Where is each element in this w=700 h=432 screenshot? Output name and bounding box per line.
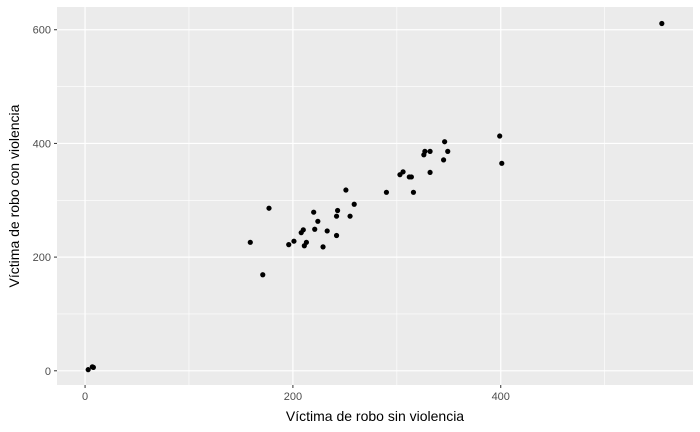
data-point — [90, 364, 96, 370]
data-point — [410, 189, 417, 195]
data-point — [499, 160, 505, 166]
data-point — [311, 209, 317, 215]
plot-panel — [57, 7, 693, 385]
data-point — [303, 239, 310, 245]
data-point — [286, 242, 292, 248]
data-point — [85, 367, 91, 373]
x-tick-label: 0 — [82, 391, 88, 403]
major-gridlines — [57, 7, 693, 385]
data-point — [300, 227, 306, 233]
data-point — [351, 201, 357, 207]
x-tick-label: 400 — [492, 391, 510, 403]
data-point — [442, 139, 448, 145]
data-point — [383, 189, 390, 195]
y-tick-label: 600 — [33, 25, 51, 37]
data-points — [85, 20, 665, 373]
x-tick-label: 200 — [284, 391, 302, 403]
minor-gridlines — [57, 7, 693, 385]
data-point — [334, 207, 341, 214]
data-point — [247, 239, 253, 245]
data-point — [427, 148, 433, 154]
data-point — [291, 238, 297, 244]
data-point — [440, 157, 447, 163]
data-point — [347, 213, 353, 219]
data-point — [333, 213, 340, 219]
data-point — [343, 187, 349, 193]
data-point — [659, 20, 665, 27]
y-axis-title: Víctima de robo con violencia — [6, 104, 22, 287]
data-point — [400, 169, 406, 175]
data-point — [312, 226, 318, 232]
data-point — [427, 169, 433, 176]
data-point — [260, 272, 266, 278]
x-axis-ticks: 0 200 400 — [82, 385, 510, 403]
y-tick-label: 400 — [33, 138, 51, 150]
data-point — [266, 205, 272, 211]
data-point — [315, 218, 321, 224]
data-point — [320, 244, 326, 250]
y-axis-ticks: 0 200 400 600 — [33, 25, 57, 378]
y-tick-label: 0 — [45, 366, 51, 378]
data-point — [422, 148, 428, 154]
data-point — [445, 148, 451, 154]
data-point — [324, 228, 330, 234]
data-point — [333, 232, 340, 239]
y-tick-label: 200 — [33, 252, 51, 264]
data-point — [497, 133, 503, 139]
x-axis-title: Víctima de robo sin violencia — [286, 408, 464, 424]
data-point — [408, 174, 414, 180]
